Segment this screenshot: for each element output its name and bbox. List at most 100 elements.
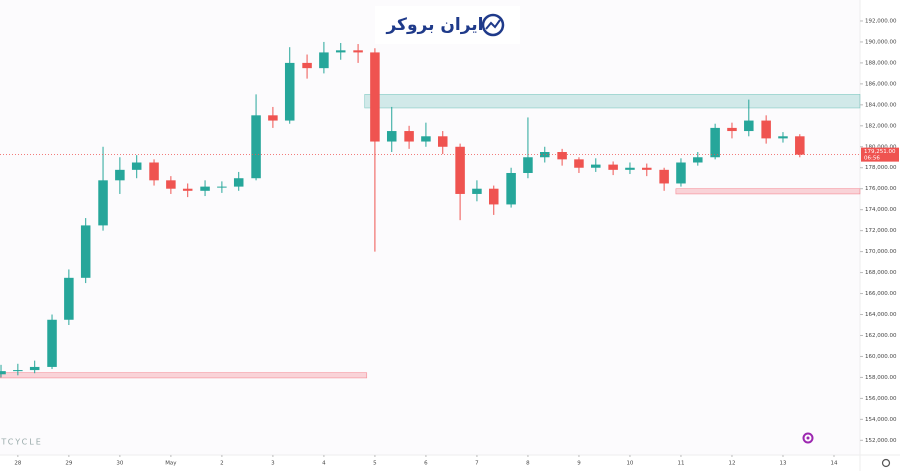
candle-body [80, 225, 91, 278]
y-tick-label: 176,000.00 [865, 186, 897, 192]
candle-body [233, 178, 244, 187]
x-tick-label: 12 [728, 461, 735, 467]
candle-body [710, 127, 720, 158]
x-tick-label: 30 [116, 461, 123, 467]
candle-body [761, 120, 771, 139]
y-tick-label: 182,000.00 [865, 123, 897, 129]
candle-body [608, 164, 618, 170]
zone [675, 188, 861, 195]
y-tick-label: 152,000.00 [865, 438, 897, 444]
candle-body [523, 157, 533, 173]
x-tick-label: 14 [830, 461, 837, 467]
candle-body [795, 136, 805, 155]
y-tick-label: 178,000.00 [865, 165, 897, 171]
y-tick-label: 172,000.00 [865, 228, 897, 234]
y-tick-label: 190,000.00 [865, 39, 897, 45]
x-tick-label: 13 [779, 461, 786, 467]
x-tick-label: May [165, 461, 177, 467]
price-label: 179,251.00 [864, 149, 896, 155]
candle-body [557, 152, 567, 160]
price-label-bg [861, 147, 899, 162]
candle-body [149, 162, 159, 181]
candle-body [200, 186, 210, 191]
y-tick-label: 186,000.00 [865, 81, 897, 87]
x-tick-label: 5 [373, 461, 377, 467]
candle-body [693, 157, 703, 163]
candle-body [302, 62, 312, 69]
x-tick-label: 9 [577, 461, 581, 467]
x-tick-label: 29 [65, 461, 72, 467]
candle-body [540, 152, 550, 158]
x-tick-label: 7 [475, 461, 479, 467]
zone [0, 372, 368, 379]
y-tick-label: 188,000.00 [865, 60, 897, 66]
candle-body [625, 167, 635, 170]
y-tick-label: 174,000.00 [865, 207, 897, 213]
logo-icon [485, 19, 501, 30]
candle-body [217, 186, 227, 188]
candle-body [353, 50, 363, 53]
candle-body [421, 136, 431, 142]
y-tick-label: 162,000.00 [865, 333, 897, 339]
candle-body [574, 159, 584, 168]
candle-body [744, 120, 754, 132]
indicator-icon [802, 432, 814, 444]
logo-icon [481, 13, 505, 37]
candle-body [386, 131, 397, 142]
candle-body [472, 188, 482, 194]
candle-body [251, 115, 261, 179]
candle-body [166, 180, 176, 189]
x-tick-label: 4 [322, 461, 326, 467]
candle-body [642, 167, 652, 170]
candle-body [455, 146, 465, 194]
indicator-icon [806, 436, 810, 440]
x-tick-label: 28 [14, 461, 21, 467]
candle-body [268, 115, 278, 121]
candle-body [29, 366, 40, 371]
candle-body [319, 52, 329, 69]
y-tick-label: 154,000.00 [865, 417, 897, 423]
zone [364, 94, 861, 109]
y-tick-label: 180,000.00 [865, 144, 897, 150]
watermark: ITCYCLE [0, 438, 43, 447]
y-tick-label: 170,000.00 [865, 249, 897, 255]
logo-text: ایران بروکر [385, 15, 483, 35]
x-tick-label: 6 [424, 461, 428, 467]
y-tick-label: 168,000.00 [865, 270, 897, 276]
candle-body [370, 52, 380, 142]
price-countdown: 06:56 [864, 156, 880, 162]
candle-body [437, 136, 448, 147]
candle-body [335, 50, 346, 53]
candle-body [659, 169, 669, 184]
x-tick-label: 11 [677, 461, 684, 467]
candle-body [131, 162, 142, 170]
candle-body [0, 371, 6, 375]
candle-body [98, 180, 108, 226]
candle-body [64, 277, 74, 320]
y-tick-label: 184,000.00 [865, 102, 897, 108]
candle-body [13, 370, 23, 372]
candle-body [488, 188, 499, 205]
candle-body [115, 169, 125, 181]
zones [0, 94, 861, 379]
candle-body [727, 127, 737, 132]
x-tick-label: 8 [526, 461, 530, 467]
candle-body [506, 172, 516, 205]
y-tick-label: 192,000.00 [865, 18, 897, 24]
candle-body [404, 131, 414, 142]
x-tick-label: 3 [271, 461, 275, 467]
settings-icon[interactable] [881, 458, 891, 468]
x-tick-label: 10 [626, 461, 633, 467]
y-tick-label: 166,000.00 [865, 291, 897, 297]
y-tick-label: 160,000.00 [865, 354, 897, 360]
candle-body [284, 62, 295, 121]
candle-body [47, 319, 57, 367]
plot: 152,000.00 154,000.00 156,000.00 158,000.00… [0, 18, 899, 467]
y-tick-label: 156,000.00 [865, 396, 897, 402]
candle-body [591, 164, 601, 168]
candle-body [676, 162, 686, 184]
y-tick-label: 158,000.00 [865, 375, 897, 381]
plot-bg [0, 0, 860, 455]
